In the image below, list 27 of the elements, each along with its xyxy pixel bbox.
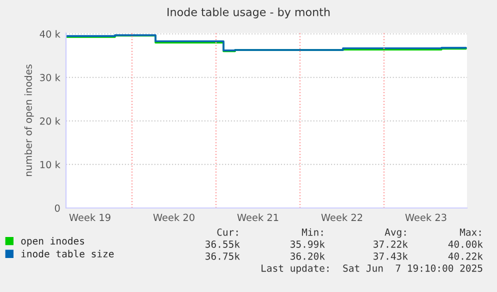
legend-label: open inodes: [21, 237, 84, 246]
text: Max:: [460, 228, 481, 236]
text: Cur:: [217, 228, 238, 236]
y-tick-label: 20 k: [40, 117, 60, 125]
y-tick-label: 40 k: [40, 30, 60, 38]
chart-title: Inode table usage - by month: [168, 8, 330, 18]
text: Min:: [302, 228, 323, 236]
text: 36.20k: [290, 252, 325, 260]
text: 40.00k: [448, 240, 483, 248]
y-tick-label: 0: [54, 204, 60, 212]
text: 35.99k: [290, 240, 325, 248]
text: 37.22k: [374, 240, 408, 248]
x-tick-label: Week 19: [69, 214, 110, 222]
x-tick-label: Week 22: [321, 214, 362, 222]
text: 36.75k: [206, 252, 240, 260]
x-tick-label: Week 20: [153, 214, 194, 222]
legend-label: inode table size: [21, 250, 114, 258]
y-axis-title: number of open inodes: [24, 64, 34, 176]
text: 40.22k: [448, 252, 483, 260]
text: Last update: Sat Jun 7 19:10:00 2025: [262, 264, 482, 274]
y-tick-label: 10 k: [40, 160, 60, 168]
y-tick-label: 30 k: [40, 74, 60, 82]
x-tick-label: Week 23: [405, 214, 446, 222]
text: Avg:: [384, 228, 406, 238]
text: 36.55k: [206, 240, 240, 248]
x-tick-label: Week 21: [237, 214, 278, 222]
text: 37.43k: [374, 252, 408, 260]
